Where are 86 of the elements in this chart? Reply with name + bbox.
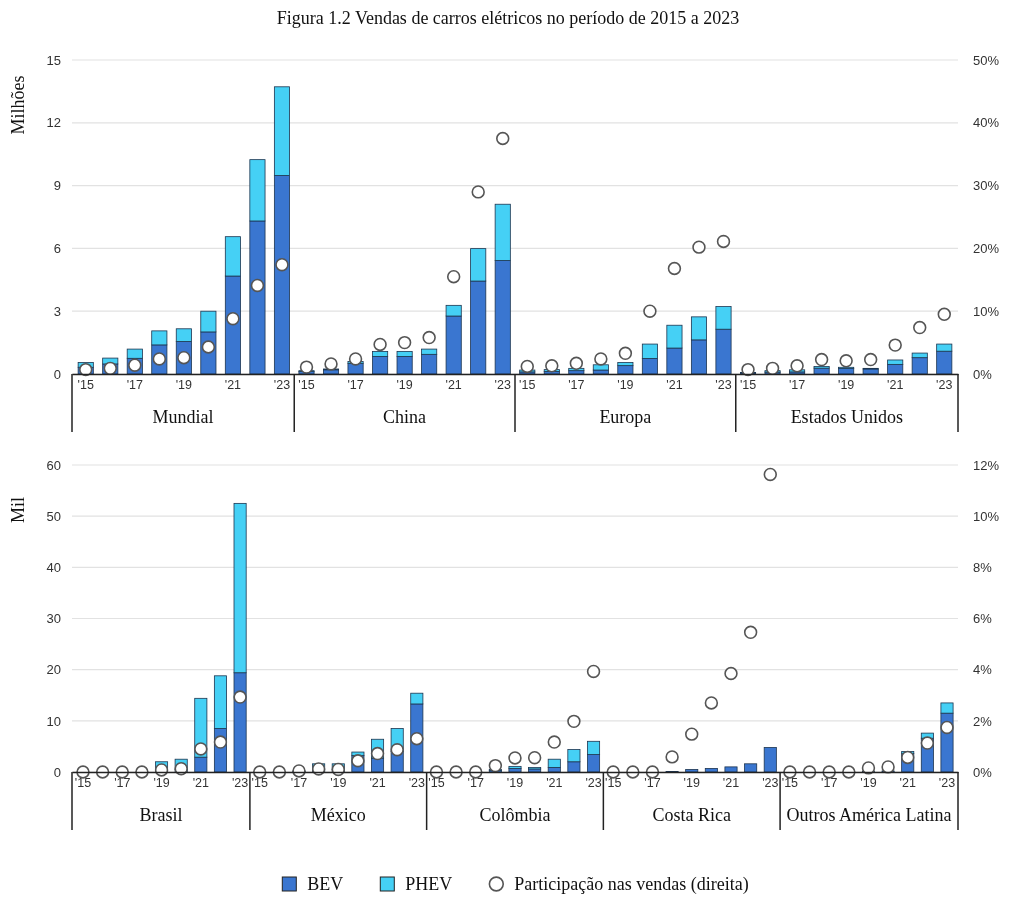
x-tick-label: '23 xyxy=(936,377,953,392)
x-tick-label: '15 xyxy=(428,775,445,790)
y-tick-label: 60 xyxy=(46,457,61,473)
x-tick-label: '15 xyxy=(74,775,92,790)
y-tick-label: 12 xyxy=(46,115,61,131)
x-tick-label: '17 xyxy=(114,775,131,790)
x-tick-label: '17 xyxy=(644,775,661,790)
legend-label: Participação nas vendas (direita) xyxy=(514,874,749,895)
x-tick-label: '15 xyxy=(739,377,757,392)
y2-tick-label: 30% xyxy=(973,178,1000,194)
x-tick-label: '15 xyxy=(298,377,315,392)
text: Outros América Latina xyxy=(786,805,952,825)
legend-label: BEV xyxy=(307,874,344,894)
x-tick-label: '21 xyxy=(192,775,210,790)
chart-title: Figura 1.2 Vendas de carros elétricos no período de 2015 a 2023 xyxy=(276,8,740,28)
x-tick-label: '15 xyxy=(781,775,799,790)
y-tick-label: 40 xyxy=(46,559,61,575)
y2-tick-label: 2% xyxy=(973,713,993,729)
y-tick-label: 0 xyxy=(53,366,61,382)
x-tick-label: '21 xyxy=(899,775,916,790)
y2-tick-label: 0% xyxy=(973,764,993,780)
y-tick-label: 9 xyxy=(53,178,61,194)
x-tick-label: '17 xyxy=(788,377,806,392)
x-tick-label: '23 xyxy=(715,377,732,392)
y2-tick-label: 6% xyxy=(973,611,993,627)
x-tick-label: '19 xyxy=(617,377,634,392)
x-tick-label: '21 xyxy=(546,775,563,790)
x-tick-label: '17 xyxy=(126,377,143,392)
x-tick-label: '21 xyxy=(666,377,683,392)
y-axis-title: Milhões xyxy=(8,75,28,135)
text: China xyxy=(383,407,427,427)
x-tick-label: '21 xyxy=(369,775,386,790)
text: Colômbia xyxy=(479,805,551,825)
y-tick-label: 20 xyxy=(46,662,61,678)
x-tick-label: '23 xyxy=(762,775,779,790)
x-tick-label: '23 xyxy=(408,775,426,790)
x-tick-label: '21 xyxy=(887,377,904,392)
y-tick-label: 0 xyxy=(53,764,61,780)
x-tick-label: '19 xyxy=(175,377,193,392)
text: Brasil xyxy=(139,805,183,825)
y2-tick-label: 50% xyxy=(973,52,1000,68)
text: México xyxy=(310,805,366,825)
y2-tick-label: 10% xyxy=(973,303,1000,319)
x-tick-label: '17 xyxy=(821,775,838,790)
x-tick-label: '15 xyxy=(605,775,622,790)
x-tick-label: '23 xyxy=(585,775,602,790)
y2-tick-label: 20% xyxy=(973,241,1000,257)
x-tick-label: '23 xyxy=(938,775,956,790)
x-tick-label: '19 xyxy=(838,377,855,392)
x-tick-label: '23 xyxy=(494,377,511,392)
legend-label: PHEV xyxy=(405,874,453,894)
x-tick-label: '19 xyxy=(396,377,413,392)
y-tick-label: 10 xyxy=(46,713,61,729)
text: Europa xyxy=(599,407,652,427)
x-tick-label: '17 xyxy=(568,377,585,392)
x-tick-label: '15 xyxy=(77,377,94,392)
text: Mundial xyxy=(152,407,214,427)
x-tick-label: '19 xyxy=(330,775,347,790)
y2-tick-label: 10% xyxy=(973,508,1000,524)
x-tick-label: '15 xyxy=(519,377,536,392)
y2-tick-label: 0% xyxy=(973,366,993,382)
x-tick-label: '15 xyxy=(251,775,268,790)
y2-tick-label: 40% xyxy=(973,115,1000,131)
y-tick-label: 30 xyxy=(46,611,61,627)
y2-tick-label: 8% xyxy=(973,559,993,575)
x-tick-label: '19 xyxy=(153,775,170,790)
x-tick-label: '19 xyxy=(860,775,877,790)
y-axis-title: Mil xyxy=(8,496,28,524)
x-tick-label: '19 xyxy=(506,775,524,790)
x-tick-label: '23 xyxy=(273,377,291,392)
x-tick-label: '21 xyxy=(445,377,462,392)
x-tick-label: '23 xyxy=(231,775,249,790)
text: Estados Unidos xyxy=(790,407,904,427)
x-tick-label: '21 xyxy=(224,377,242,392)
y-tick-label: 15 xyxy=(46,52,61,68)
text: Costa Rica xyxy=(652,805,731,825)
x-tick-label: '21 xyxy=(722,775,740,790)
x-tick-label: '17 xyxy=(467,775,484,790)
y2-tick-label: 12% xyxy=(973,457,1000,473)
x-tick-label: '17 xyxy=(290,775,308,790)
y-tick-label: 50 xyxy=(46,508,61,524)
y2-tick-label: 4% xyxy=(973,662,993,678)
y-tick-label: 6 xyxy=(53,241,61,257)
y-tick-label: 3 xyxy=(53,303,61,319)
x-tick-label: '19 xyxy=(683,775,700,790)
x-tick-label: '17 xyxy=(347,377,364,392)
